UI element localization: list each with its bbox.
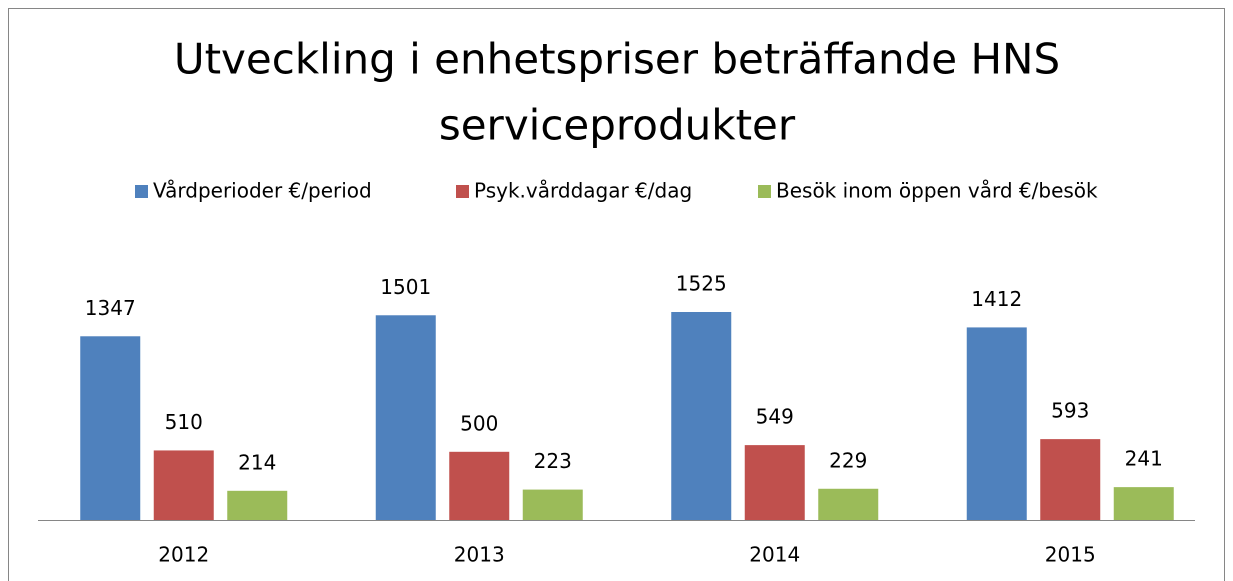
data-label: 500 [460,411,498,435]
bar [966,327,1027,520]
bar [522,489,583,520]
bar [449,451,510,520]
legend-swatch [456,185,469,198]
x-tick-label: 2012 [158,543,209,567]
x-tick-label: 2013 [454,543,505,567]
legend-label: Vårdperioder €/period [153,179,372,203]
bar [80,336,141,520]
data-label: 549 [756,405,794,429]
bar [744,445,805,520]
data-label: 214 [238,450,276,474]
data-label: 1412 [971,287,1022,311]
data-label: 229 [829,448,867,472]
legend-label: Besök inom öppen vård €/besök [776,179,1098,203]
bar [1113,487,1174,520]
data-label: 593 [1051,399,1089,423]
data-label: 1501 [380,275,431,299]
data-label: 241 [1125,447,1163,471]
bar [153,450,214,520]
x-tick-label: 2014 [749,543,800,567]
bar [375,315,436,520]
data-label: 223 [534,449,572,473]
legend-label: Psyk.vårddagar €/dag [474,179,692,203]
legend-swatch [758,185,771,198]
bar [671,312,732,520]
chart-title: Utveckling i enhetspriser beträffande HN… [174,35,1060,84]
legend-swatch [135,185,148,198]
data-label: 1347 [85,296,136,320]
bar [227,490,288,520]
data-label: 1525 [676,272,727,296]
data-label: 510 [165,410,203,434]
bar [1040,439,1101,520]
x-tick-label: 2015 [1045,543,1096,567]
bar [818,488,879,520]
chart-title: serviceprodukter [439,101,796,150]
